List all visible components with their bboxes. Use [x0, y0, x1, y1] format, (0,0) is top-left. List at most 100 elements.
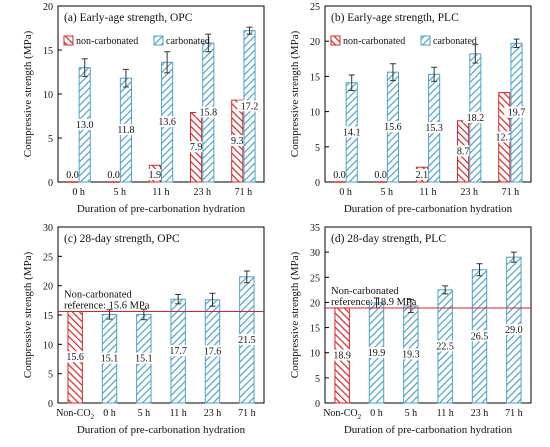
panel-title: (b) Early-age strength, PLC	[331, 12, 459, 24]
data-label-bg	[432, 340, 458, 352]
data-label-bg	[196, 106, 221, 118]
y-tick-label: 0	[48, 399, 53, 410]
data-label-bg	[97, 352, 122, 364]
x-tick-label: 0 h	[72, 187, 85, 198]
y-tick-label: 25	[310, 2, 320, 13]
y-tick-label: 30	[43, 223, 53, 234]
y-axis-label: Compressive strength (MPa)	[289, 30, 301, 157]
x-tick-label: 5 h	[405, 408, 418, 419]
data-label: 13.0	[76, 120, 94, 131]
data-label: 0.0	[66, 170, 79, 181]
y-tick-label: 5	[315, 143, 320, 154]
data-label-bg	[453, 145, 473, 157]
data-label: 18.2	[467, 113, 485, 124]
data-label: 17.7	[169, 346, 187, 357]
data-label-bg	[412, 169, 432, 180]
data-label: 8.7	[457, 146, 470, 157]
x-tick-label: 5 h	[138, 408, 151, 419]
reference-label-line: Non-carbonated	[331, 286, 399, 297]
data-label-bg	[380, 121, 406, 133]
y-tick-label: 20	[43, 2, 53, 13]
y-axis-label: Compressive strength (MPa)	[22, 30, 34, 157]
legend-label: carbonated	[166, 36, 210, 47]
data-label: 12.7	[496, 132, 514, 143]
data-label: 17.2	[241, 101, 259, 112]
y-tick-label: 25	[310, 273, 320, 284]
data-label: 11.8	[117, 125, 134, 136]
data-label: 13.6	[158, 117, 176, 128]
y-tick-label: 5	[48, 134, 53, 145]
x-tick-label-sub: 2	[91, 413, 95, 421]
data-label: 26.5	[471, 331, 489, 342]
data-label-bg	[165, 345, 191, 357]
y-tick-label: 15	[310, 72, 320, 83]
y-tick-label: 15	[310, 324, 320, 335]
data-label: 18.9	[333, 350, 351, 361]
x-tick-label: 0 h	[370, 408, 383, 419]
x-tick-label: 23 h	[204, 408, 222, 419]
y-tick-label: 5	[315, 374, 320, 385]
data-label: 9.3	[231, 136, 244, 147]
x-tick-label: 71 h	[505, 408, 523, 419]
data-label-bg	[467, 330, 492, 342]
data-label: 15.1	[101, 354, 119, 365]
x-tick-label: 71 h	[235, 187, 253, 198]
data-label-bg	[234, 333, 260, 345]
data-label-bg	[339, 126, 364, 138]
x-axis-label: Duration of pre-carbonation hydration	[77, 424, 246, 436]
x-axis-label: Duration of pre-carbonation hydration	[344, 424, 513, 436]
data-label-bg	[63, 169, 82, 180]
data-label-bg	[329, 349, 355, 361]
legend-swatch-non-carbonated	[330, 35, 341, 46]
data-label-bg	[186, 141, 206, 153]
y-tick-label: 10	[310, 108, 320, 119]
y-tick-label: 10	[43, 340, 53, 351]
data-label-bg	[504, 106, 529, 118]
data-label-bg	[371, 169, 391, 180]
data-label-bg	[200, 345, 225, 357]
data-label: 7.9	[190, 142, 203, 153]
data-label: 21.5	[238, 335, 256, 346]
chart-panel-1: 0 5 10 15 20 Compressive strength (MPa) Durati…	[22, 2, 265, 215]
x-tick-label: 23 h	[471, 408, 489, 419]
data-label: 0.0	[333, 170, 346, 181]
y-tick-label: 35	[310, 223, 320, 234]
legend-swatch-carbonated	[153, 35, 164, 46]
y-tick-label: 0	[315, 399, 320, 410]
y-axis-label: Compressive strength (MPa)	[22, 251, 34, 378]
data-label-bg	[330, 169, 349, 180]
panel-title: (a) Early-age strength, OPC	[64, 12, 193, 24]
data-label: 15.8	[200, 107, 218, 118]
x-tick-label: 11 h	[170, 408, 187, 419]
data-label-bg	[72, 118, 97, 130]
y-tick-label: 0	[315, 178, 320, 189]
plot-frame	[57, 226, 265, 404]
y-tick-label: 20	[310, 298, 320, 309]
x-tick-label: 11 h	[437, 408, 454, 419]
data-label: 19.7	[508, 108, 526, 119]
legend-label: non-carbonated	[76, 36, 138, 47]
data-label: 0.0	[374, 170, 387, 181]
x-tick-label-main: Non-CO	[323, 408, 357, 419]
y-tick-label: 0	[48, 178, 53, 189]
x-tick-label: 71 h	[238, 408, 256, 419]
legend-swatch-non-carbonated	[63, 35, 74, 46]
x-tick-label: 0 h	[339, 187, 352, 198]
data-label-bg	[131, 352, 157, 364]
data-label: 15.6	[66, 352, 84, 363]
y-tick-label: 5	[48, 370, 53, 381]
y-tick-label: 30	[310, 248, 320, 259]
y-axis-label: Compressive strength (MPa)	[289, 251, 301, 378]
data-label: 15.1	[135, 354, 153, 365]
legend-label: non-carbonated	[343, 36, 405, 47]
data-label: 19.9	[368, 348, 386, 359]
data-label: 1.9	[149, 170, 162, 181]
data-label-bg	[501, 324, 527, 336]
data-label-bg	[113, 124, 139, 136]
x-tick-label: 5 h	[114, 187, 127, 198]
reference-label: Non-carbonated reference: 18.9 MPa	[331, 286, 417, 308]
data-label-bg	[154, 116, 180, 128]
x-tick-label: 5 h	[381, 187, 394, 198]
y-tick-label: 15	[43, 46, 53, 57]
data-label: 19.3	[402, 349, 420, 360]
